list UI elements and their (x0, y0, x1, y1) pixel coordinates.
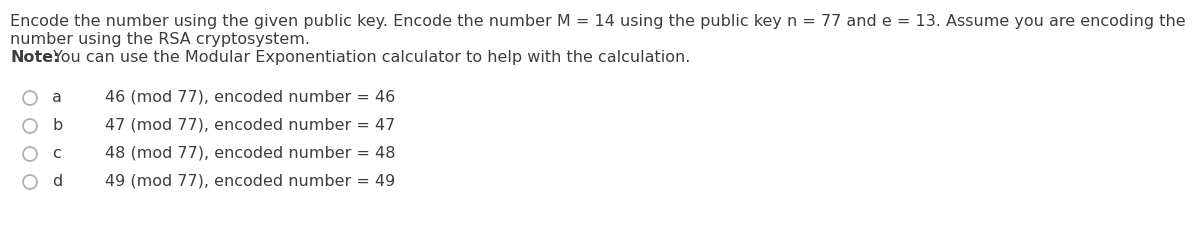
Text: b: b (52, 118, 62, 133)
Text: Encode the number using the given public key. Encode the number M = 14 using the: Encode the number using the given public… (10, 14, 1186, 29)
Text: 47 (mod 77), encoded number = 47: 47 (mod 77), encoded number = 47 (106, 118, 395, 133)
Text: 46 (mod 77), encoded number = 46: 46 (mod 77), encoded number = 46 (106, 90, 395, 105)
Text: number using the RSA cryptosystem.: number using the RSA cryptosystem. (10, 32, 310, 47)
Text: 49 (mod 77), encoded number = 49: 49 (mod 77), encoded number = 49 (106, 174, 395, 189)
Text: a: a (52, 90, 62, 105)
Text: Note:: Note: (10, 50, 60, 65)
Text: c: c (52, 146, 61, 161)
Text: 48 (mod 77), encoded number = 48: 48 (mod 77), encoded number = 48 (106, 146, 396, 161)
Text: d: d (52, 174, 62, 189)
Text: You can use the Modular Exponentiation calculator to help with the calculation.: You can use the Modular Exponentiation c… (48, 50, 690, 65)
